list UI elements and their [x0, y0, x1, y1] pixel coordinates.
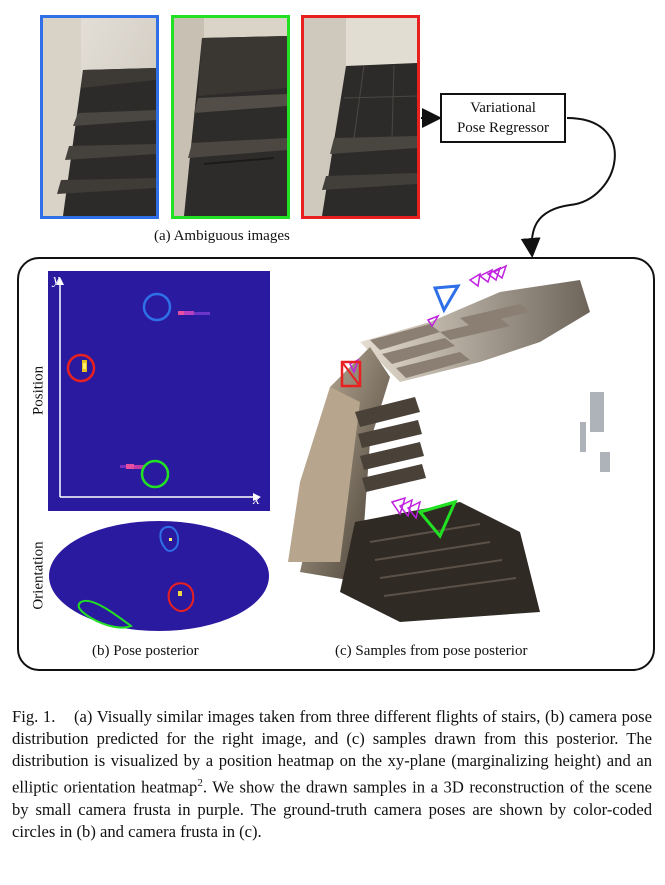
stairs-photo-blue-image — [43, 18, 156, 216]
axis-label-y: y — [53, 272, 60, 288]
axis-label-x: x — [253, 492, 260, 508]
arrow-to-panel — [520, 117, 616, 258]
orientation-heatmap — [49, 521, 269, 631]
stairs-photo-green — [171, 15, 290, 219]
caption-samples: (c) Samples from pose posterior — [335, 643, 528, 659]
stairs-photo-blue — [40, 15, 159, 219]
orient-blue-contour — [159, 526, 180, 552]
stairs-photo-red-image — [304, 18, 417, 216]
caption-pose-posterior: (b) Pose posterior — [92, 643, 199, 659]
gt-circle-green — [140, 459, 170, 489]
regressor-line1: Variational — [470, 100, 536, 116]
frustum-gt-blue — [432, 284, 461, 314]
gt-circle-red — [66, 353, 96, 383]
footnote-mark: 2 — [197, 777, 203, 789]
frusta-samples-bottom — [390, 496, 422, 520]
flow-arrows — [421, 108, 616, 258]
figure-label: Fig. 1. — [12, 707, 56, 726]
position-heatmap — [48, 271, 270, 511]
variational-pose-regressor-box: Variational Pose Regressor — [440, 93, 566, 143]
orient-red-contour — [167, 582, 195, 612]
frusta-samples-top — [348, 264, 508, 374]
stairs-photo-red — [301, 15, 420, 219]
gt-circle-blue — [142, 292, 172, 322]
stairs-photo-green-image — [174, 18, 287, 216]
orient-green-contour — [77, 599, 134, 629]
results-panel — [17, 257, 655, 671]
figure-caption: Fig. 1. (a) Visually similar images take… — [12, 706, 652, 843]
caption-ambiguous-images: (a) Ambiguous images — [154, 228, 290, 244]
figure-caption-text: (a) Visually similar images taken from t… — [12, 707, 652, 797]
frustum-gt-red — [340, 360, 362, 388]
figure-caption-text-after: . We show the drawn samples in a 3D reco… — [12, 777, 653, 841]
position-label: Position — [30, 365, 47, 416]
regressor-line2: Pose Regressor — [456, 120, 550, 136]
reconstruction-3d — [288, 264, 610, 622]
orientation-label: Orientation — [30, 541, 47, 610]
position-heatmap-plot — [56, 277, 261, 501]
